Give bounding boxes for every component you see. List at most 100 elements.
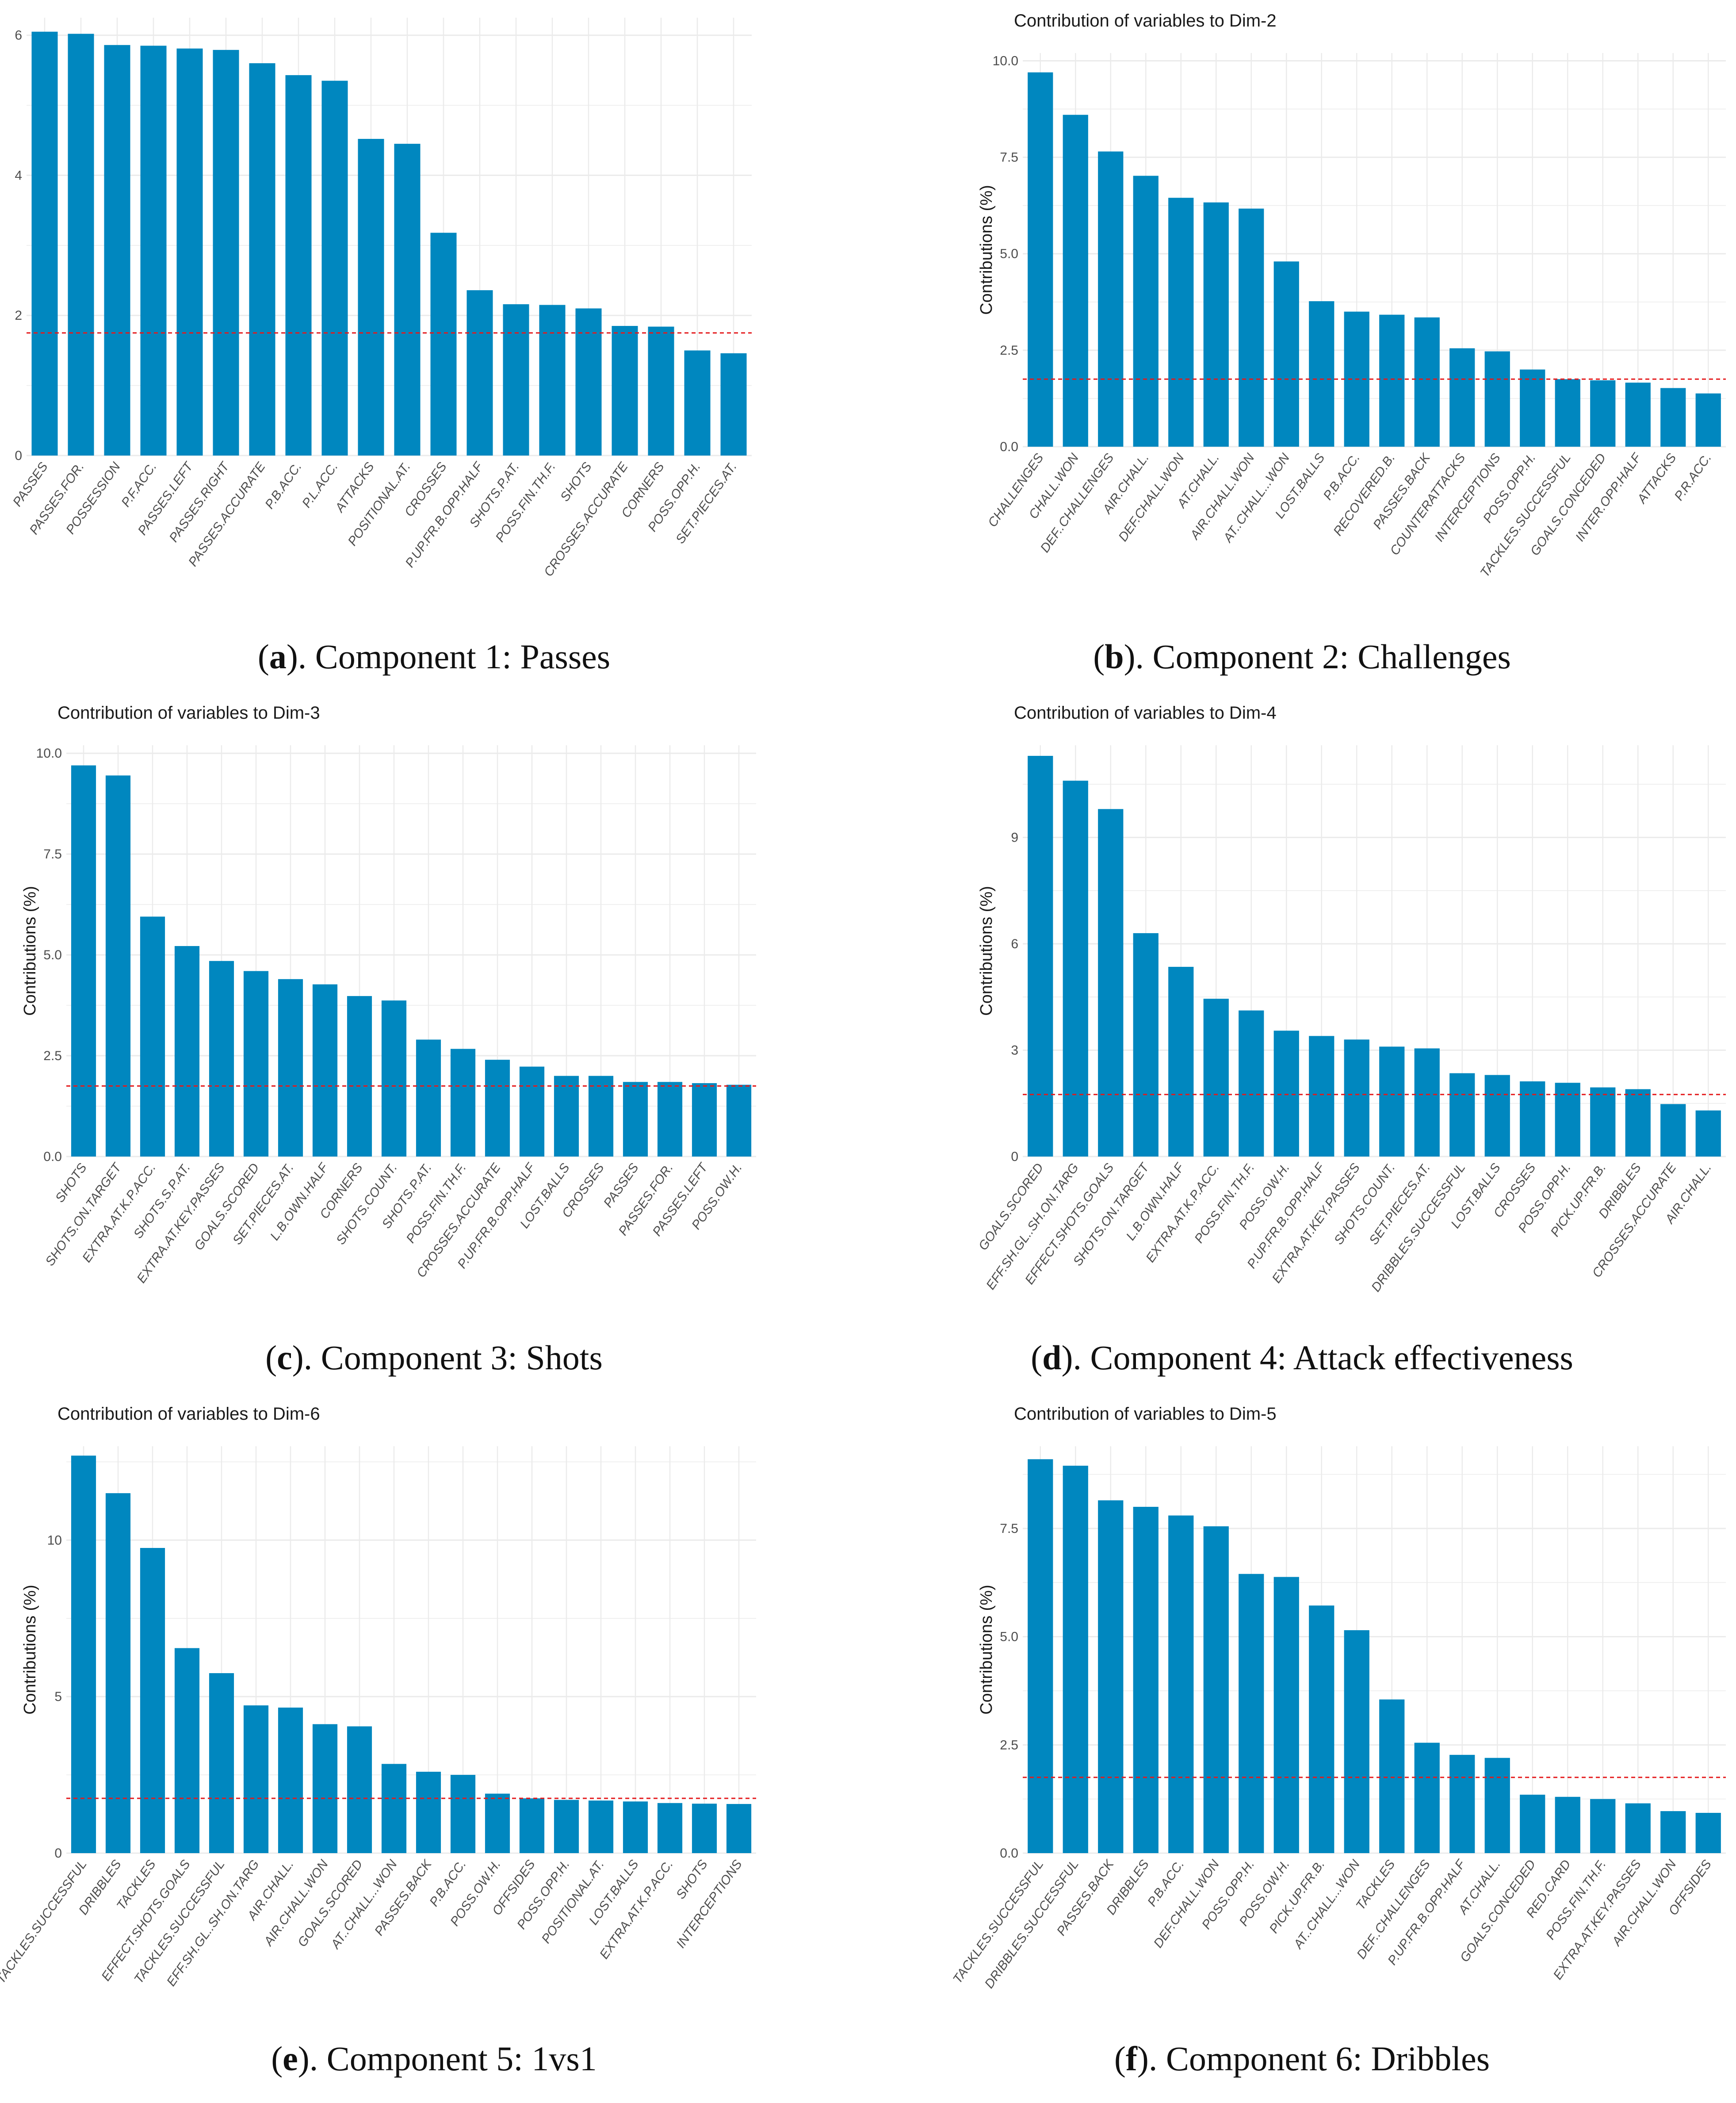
bar: [1555, 379, 1580, 447]
bar: [71, 765, 96, 1157]
bar: [321, 80, 348, 456]
bar: [278, 1707, 303, 1853]
x-tick-label: POSS.FIN.TH.F.: [404, 1161, 469, 1246]
bar: [519, 1798, 545, 1853]
x-tick-label: TACKLES.SUCCESSFUL: [0, 1858, 90, 1986]
bar: [623, 1801, 648, 1853]
bar: [1063, 1466, 1088, 1853]
bar: [1028, 72, 1053, 447]
chart-panel-e: Contribution of variables to Dim-6 0 5 10 Co…: [0, 1402, 868, 2103]
bar: [1414, 1743, 1440, 1853]
y-tick-label: 2.5: [1000, 1738, 1018, 1752]
bar: [416, 1772, 441, 1853]
bar: [243, 1705, 269, 1853]
y-tick-label: 0: [1011, 1149, 1018, 1164]
y-tick-label: 3: [1011, 1043, 1018, 1057]
x-tick-label: AIR.CHALL.WON: [1609, 1858, 1679, 1949]
bar: [71, 1456, 96, 1853]
bar: [1660, 1104, 1686, 1157]
y-axis-label: Contributions (%): [21, 1585, 39, 1715]
bar: [140, 46, 167, 456]
bar: [1133, 933, 1159, 1157]
bar: [174, 946, 200, 1157]
x-tick-label: POSITIONAL.AT.: [539, 1858, 607, 1946]
bar: [1449, 1754, 1475, 1853]
bar: [519, 1066, 545, 1157]
y-tick-label: 10.0: [36, 746, 62, 761]
bar: [1168, 1515, 1194, 1853]
bar: [1098, 809, 1124, 1157]
bar: [1309, 1036, 1335, 1157]
bar-chart-dim-6: Contribution of variables to Dim-6 0 5 10 Co…: [0, 1404, 756, 1989]
x-tick-label: SHOTS: [673, 1857, 711, 1902]
bar: [209, 1673, 234, 1853]
bar: [588, 1800, 614, 1853]
bar: [174, 1648, 200, 1853]
x-tick-label: SET.PIECES.AT.: [1367, 1161, 1433, 1248]
bar: [1063, 781, 1088, 1157]
x-tick-label: GOALS.SCORED: [976, 1161, 1046, 1253]
bar: [1414, 317, 1440, 447]
figure-caption-a: (a). Component 1: Passes: [257, 637, 611, 676]
x-tick-label: INTERCEPTIONS: [1432, 451, 1504, 544]
bar: [1273, 1577, 1299, 1853]
bar: [1098, 151, 1124, 447]
bar: [467, 290, 493, 456]
figure-caption-c: (c). Component 3: Shots: [265, 1338, 603, 1377]
chart-title: Contribution of variables to Dim-4: [1014, 703, 1277, 723]
bar: [1168, 198, 1194, 447]
bar: [1625, 1089, 1651, 1157]
bar: [648, 326, 674, 456]
chart-panel-f: Contribution of variables to Dim-5 0.0 2.5…: [868, 1402, 1736, 2103]
bar: [1168, 967, 1194, 1157]
y-tick-label: 7.5: [1000, 150, 1018, 165]
x-tick-label: SHOTS: [53, 1161, 90, 1205]
y-tick-label: 9: [1011, 830, 1018, 845]
y-axis-label: Contributions (%): [977, 1585, 996, 1715]
y-tick-label: 5: [54, 1689, 62, 1704]
bar: [1239, 208, 1264, 447]
bar: [1273, 1030, 1299, 1157]
x-tick-label: PASSES: [10, 460, 51, 509]
bar: [720, 353, 747, 456]
bar: [1344, 1630, 1369, 1853]
y-tick-label: 0.0: [43, 1149, 62, 1164]
bar: [312, 984, 338, 1157]
bar: [450, 1049, 476, 1157]
bar: [105, 1493, 131, 1853]
bar: [1379, 1699, 1405, 1853]
chart-title: Contribution of variables to Dim-5: [1014, 1404, 1277, 1424]
bar-chart-dim-2: Contribution of variables to Dim-2 0.0 2.5…: [977, 11, 1726, 580]
x-tick-label: SHOTS.COUNT.: [333, 1161, 400, 1248]
bar-chart-dim-4: Contribution of variables to Dim-4 0 3 6 9 Co…: [976, 703, 1726, 1295]
y-tick-label: 0: [54, 1846, 62, 1861]
x-tick-label: GOALS.SCORED: [191, 1161, 262, 1253]
figure-caption-d: (d). Component 4: Attack effectiveness: [1031, 1338, 1573, 1377]
bar: [1695, 393, 1721, 447]
bar: [430, 233, 457, 456]
bar: [1695, 1110, 1721, 1157]
bar: [554, 1076, 579, 1157]
bar: [1414, 1048, 1440, 1157]
bar: [1133, 1507, 1159, 1853]
bar-chart-dim-3: Contribution of variables to Dim-3 0.0 2.5…: [21, 703, 756, 1286]
bar: [1309, 1605, 1335, 1853]
bar: [213, 50, 239, 456]
bar: [657, 1082, 683, 1157]
bar: [692, 1083, 717, 1157]
bar: [1520, 1794, 1545, 1853]
y-tick-label: 4: [15, 168, 22, 183]
chart-title: Contribution of variables to Dim-3: [57, 703, 320, 723]
figure-caption-b: (b). Component 2: Challenges: [1093, 637, 1511, 676]
x-tick-label: SHOTS.COUNT.: [1331, 1161, 1398, 1248]
bar: [726, 1804, 752, 1853]
bar: [1484, 351, 1510, 447]
y-tick-label: 10.0: [993, 54, 1018, 68]
bar: [1203, 202, 1229, 447]
chart-panel-d: Contribution of variables to Dim-4 0 3 6 9 Co…: [868, 701, 1736, 1402]
bar: [1273, 261, 1299, 447]
y-tick-label: 7.5: [43, 847, 62, 862]
y-axis-label: Contributions (%): [21, 886, 39, 1016]
bar: [68, 34, 94, 456]
bar: [1660, 1811, 1686, 1853]
